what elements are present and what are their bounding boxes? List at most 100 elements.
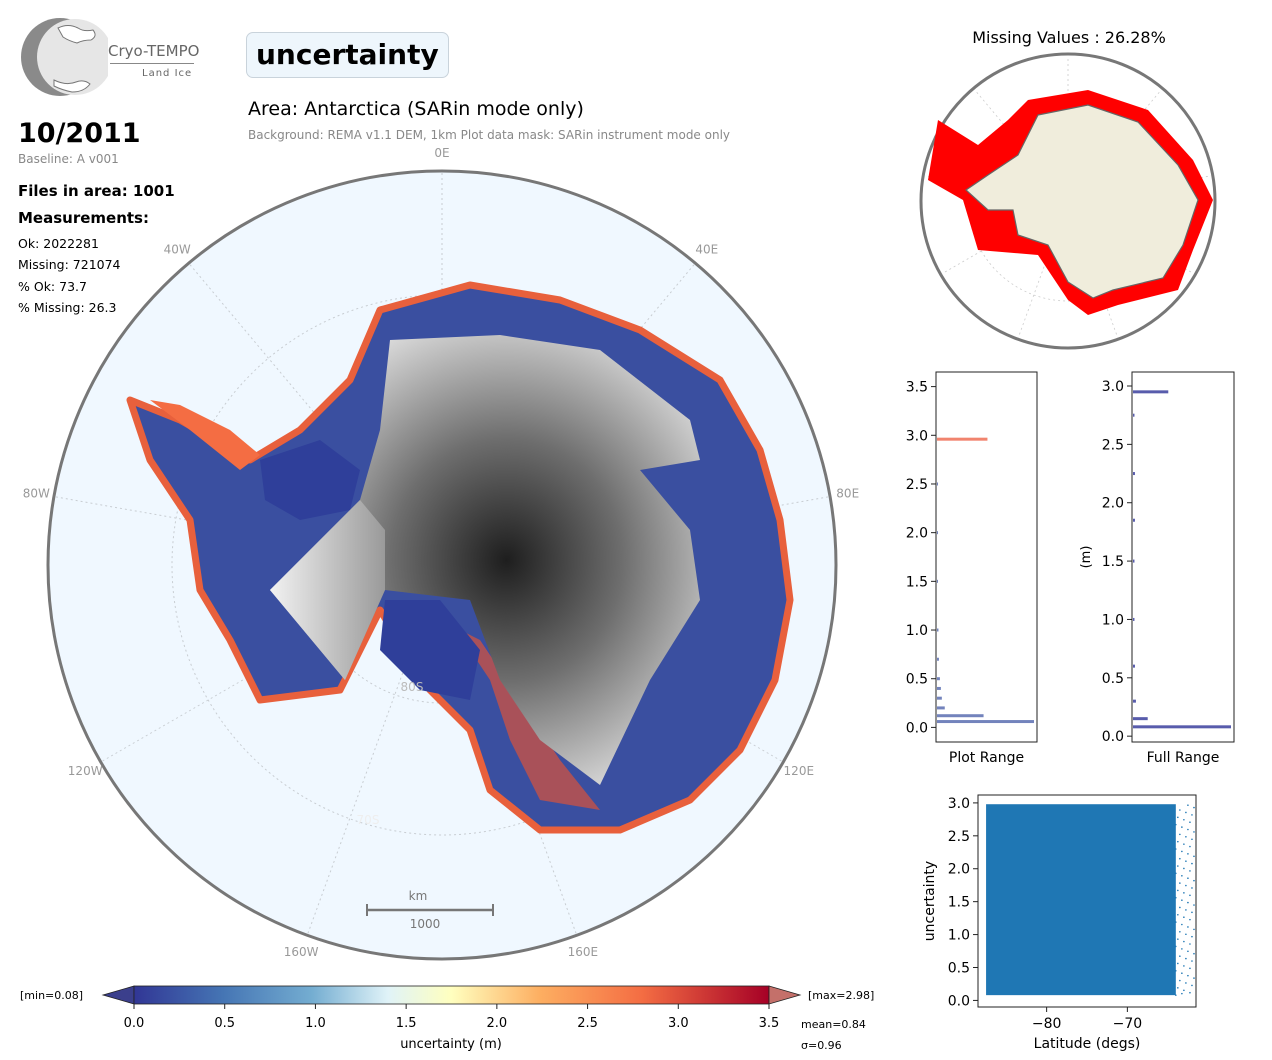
scatter-point	[1187, 974, 1189, 977]
scatter-point	[1187, 926, 1189, 928]
y-tick-label: 0.0	[906, 720, 928, 736]
colorbar-tick-label: 2.0	[487, 1016, 508, 1031]
baseline-label: Baseline: A v001	[18, 152, 119, 166]
histogram-axes	[1131, 371, 1235, 743]
colorbar-tick-label: 3.0	[668, 1016, 689, 1031]
scatter-point-cloud	[986, 804, 1176, 996]
histogram-bar	[937, 482, 938, 486]
scatter-point	[1185, 860, 1187, 862]
scatter-point	[1191, 887, 1193, 889]
colorbar-sigma: σ=0.96	[801, 1039, 842, 1052]
scatter-point	[1181, 948, 1183, 950]
meridian-label: 120W	[68, 764, 103, 778]
scatter-point	[1185, 957, 1187, 960]
scatter-point	[1193, 855, 1195, 858]
scatter-point	[1183, 965, 1185, 967]
y-tick-label: 2.0	[948, 862, 970, 878]
scalebar-unit: km	[409, 889, 428, 903]
scatter-point	[1191, 862, 1193, 865]
histogram-bar	[937, 720, 1034, 724]
histogram-bar	[1133, 699, 1136, 703]
meridian-label: 40E	[695, 242, 718, 256]
missing-values-map	[919, 52, 1217, 350]
scatter-point	[1187, 950, 1189, 953]
full-range-histogram: 0.0 0.5 1.0 1.5 2.0 2.5 3.0 Full Range (m)	[1079, 371, 1235, 766]
scatter-point	[1189, 821, 1191, 823]
histogram-bar	[937, 531, 938, 535]
scatter-point	[1175, 872, 1177, 875]
logo-divider	[110, 63, 194, 64]
colorbar-min-extend	[101, 985, 135, 1005]
colorbar-axis-label: uncertainty (m)	[400, 1037, 502, 1052]
scatter-xlabel: Latitude (degs)	[1034, 1036, 1141, 1052]
y-tick-label: 1.0	[1102, 612, 1124, 628]
latitude-label: 80S	[401, 680, 424, 694]
histogram-bar	[937, 579, 938, 583]
y-tick-label: 0.0	[1102, 729, 1124, 745]
histogram-bar	[937, 696, 942, 700]
measurements-heading: Measurements:	[18, 209, 149, 227]
missing-values-title: Missing Values : 26.28%	[972, 28, 1166, 47]
scatter-point	[1181, 899, 1183, 901]
colorbar-max-extend	[768, 985, 802, 1005]
weddell-area	[260, 440, 360, 520]
scatter-point	[1189, 943, 1191, 945]
variable-title: uncertainty	[246, 32, 449, 78]
cryo-tempo-logo	[21, 18, 108, 96]
histogram-bar	[937, 628, 939, 632]
scatter-point	[1185, 982, 1187, 984]
ross-ice-shelf	[380, 600, 480, 700]
percent-ok: % Ok: 73.7	[18, 279, 87, 294]
meridian-label: 160W	[284, 945, 319, 959]
scatter-point	[1181, 992, 1183, 995]
scatter-point	[1185, 811, 1187, 814]
west-antarctica-dem	[270, 500, 385, 680]
histogram-bar	[937, 706, 945, 710]
scatter-point	[1189, 991, 1191, 994]
scatter-point	[1189, 870, 1191, 872]
histogram-bar	[1133, 518, 1135, 522]
scatter-point	[1193, 952, 1195, 955]
colorbar-tick-label: 1.0	[305, 1016, 326, 1031]
scatter-point	[1175, 823, 1177, 826]
scatter-point	[1175, 994, 1177, 996]
scatter-point	[1185, 933, 1187, 936]
scatter-point	[1181, 826, 1183, 828]
histogram-bar	[937, 677, 940, 681]
histogram-xlabel: Plot Range	[949, 750, 1024, 766]
y-tick-label: 1.5	[906, 574, 928, 590]
scatter-point	[1177, 962, 1179, 965]
y-tick-label: 2.0	[1102, 496, 1124, 512]
scatter-point	[1175, 896, 1177, 899]
scatter-point	[1189, 894, 1191, 897]
scatter-point	[1179, 931, 1181, 933]
scatter-point	[1179, 906, 1181, 909]
scatter-point	[1191, 838, 1193, 841]
scatter-point	[1179, 833, 1181, 836]
meridian-label: 0E	[434, 146, 449, 160]
colorbar-tick-label: 2.5	[577, 1016, 598, 1031]
colorbar-tick-label: 0.0	[124, 1016, 145, 1031]
histogram-bar	[1133, 664, 1135, 668]
y-tick-label: 2.5	[948, 829, 970, 845]
scatter-point	[1177, 913, 1179, 916]
scatter-point	[1189, 918, 1191, 921]
y-tick-label: 3.5	[906, 380, 928, 396]
y-tick-label: 3.0	[906, 428, 928, 444]
scatter-point	[1179, 979, 1181, 982]
histogram-ylabel: (m)	[1079, 546, 1094, 569]
ross-band	[400, 600, 600, 810]
plot-range-histogram: 0.0 0.5 1.0 1.5 2.0 2.5 3.0 3.5 Plot Range	[906, 371, 1038, 766]
ok-count: Ok: 2022281	[18, 236, 99, 251]
scatter-point	[1191, 935, 1193, 938]
scatter-point	[1187, 853, 1189, 855]
antarctica-uncertainty-map: 0E 40E 80E 120E 160E 160W 120W 80W 40W 80S 70S km …	[23, 146, 859, 961]
histogram-bar	[937, 714, 984, 718]
scatter-point	[1181, 972, 1183, 975]
logo-name: Cryo-TEMPO	[108, 42, 200, 60]
meridian-label: 40W	[164, 242, 191, 256]
histogram-xlabel: Full Range	[1147, 750, 1220, 766]
histogram-bar	[1133, 413, 1135, 417]
x-tick-label: −70	[1113, 1016, 1143, 1032]
y-tick-label: 0.5	[948, 960, 970, 976]
